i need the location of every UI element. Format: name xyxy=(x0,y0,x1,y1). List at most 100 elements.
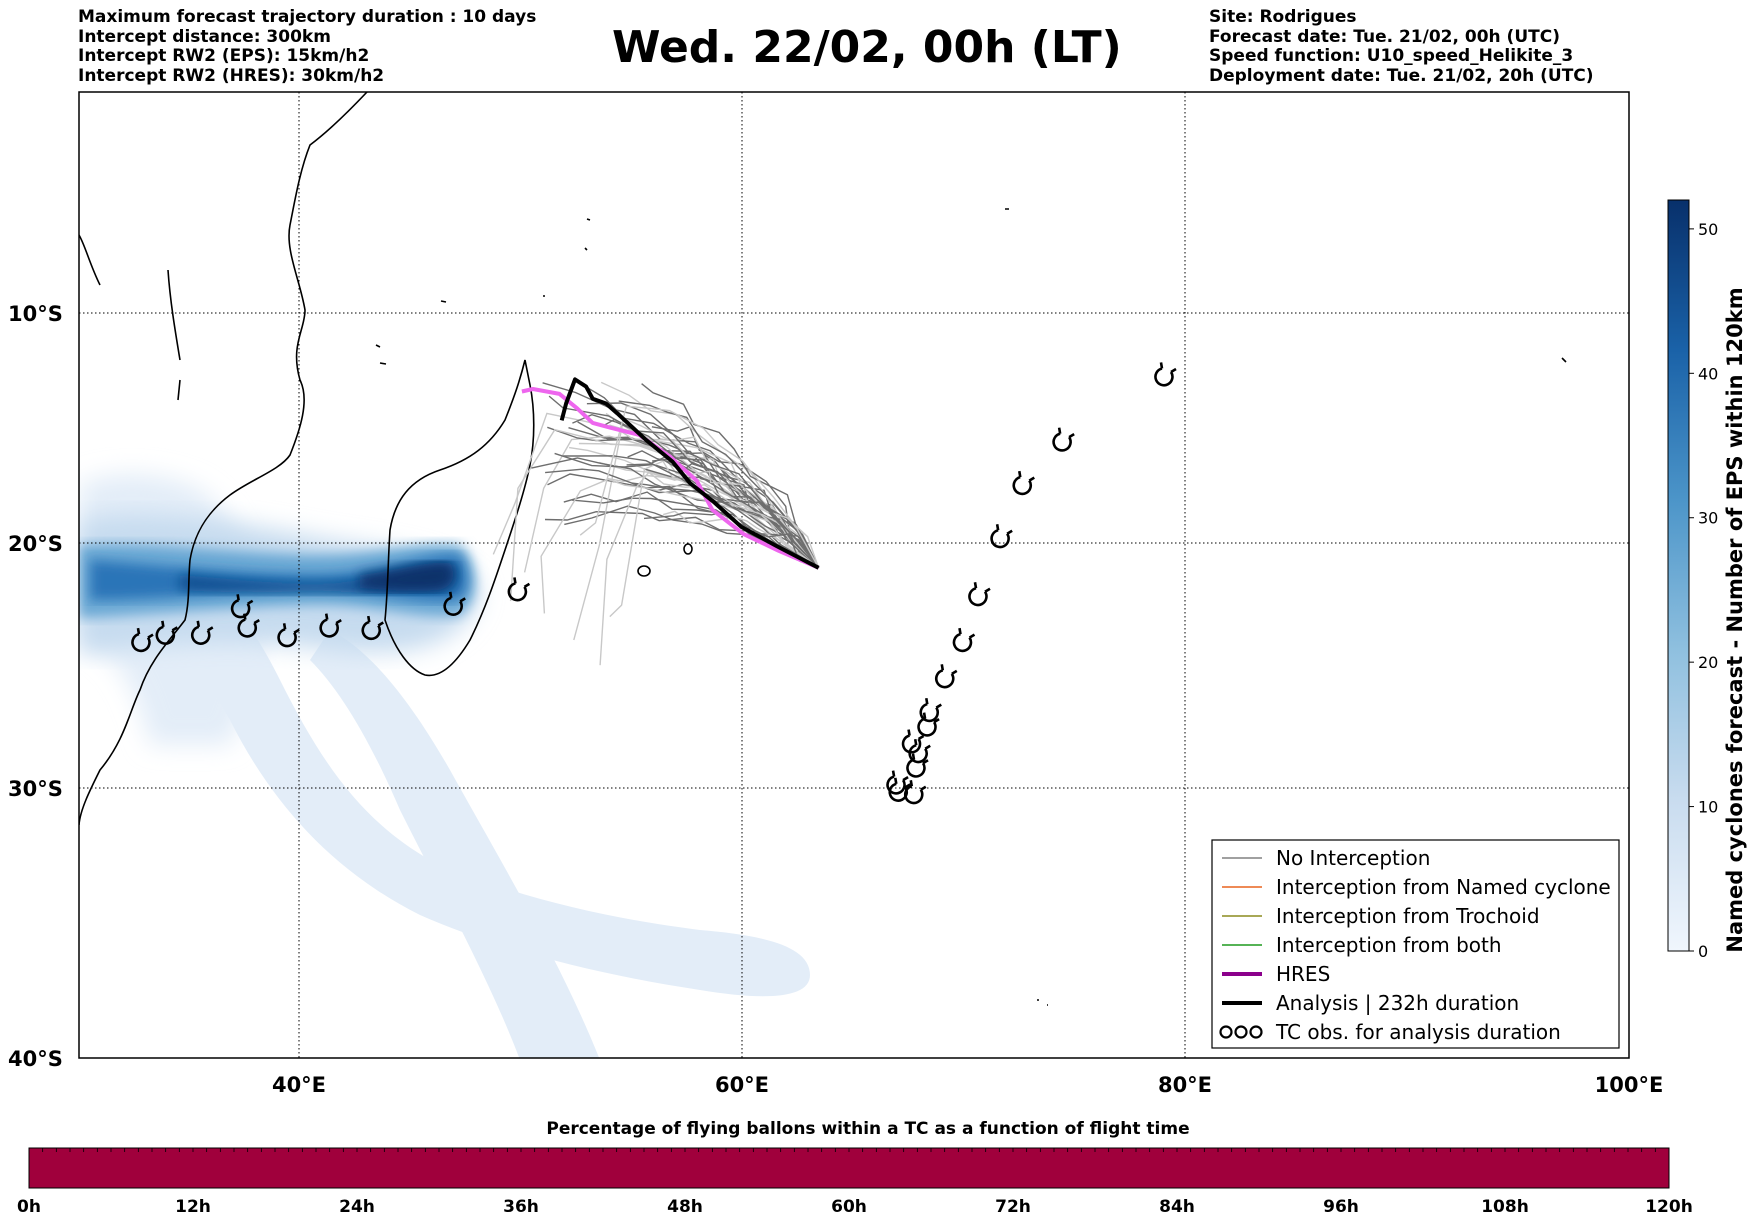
tc-obs-marker xyxy=(1012,470,1035,496)
ensemble-track xyxy=(609,460,820,618)
lon-tick-60e: 60°E xyxy=(715,1073,769,1097)
legend-item: Analysis | 232h duration xyxy=(1222,991,1519,1015)
tc-obs-marker xyxy=(1154,362,1177,387)
tc-obs-marker xyxy=(908,738,931,764)
tc-obs-marker xyxy=(361,615,384,641)
tc-obs-marker xyxy=(952,627,976,653)
small-islands xyxy=(375,208,1567,1006)
mozambique-channel-islands xyxy=(167,269,181,401)
colorbar-tick: 30 xyxy=(1698,509,1718,528)
tc-observations xyxy=(131,362,1177,805)
time-bar-title: Percentage of flying ballons within a TC… xyxy=(546,1119,1189,1139)
header-forecast-date: Forecast date: Tue. 21/02, 00h (UTC) xyxy=(1209,26,1560,47)
header-speed-function: Speed function: U10_speed_Helikite_3 xyxy=(1209,46,1574,66)
reunion-island xyxy=(637,565,651,577)
tc-obs-marker xyxy=(968,582,991,607)
lat-tick-30s: 30°S xyxy=(8,777,63,801)
ensemble-track xyxy=(586,402,820,569)
time-bar-ticks: 0h 12h 24h 36h 48h 60h 72h 84h 96h 108h 120h xyxy=(17,1148,1693,1217)
ensemble-track xyxy=(663,510,820,569)
ensemble-track xyxy=(600,381,820,569)
header-intercept-eps: Intercept RW2 (EPS): 15km/h2 xyxy=(78,46,370,66)
ensemble-track xyxy=(554,452,820,569)
time-bar-tick: 12h xyxy=(175,1197,211,1217)
legend-item: HRES xyxy=(1222,962,1330,986)
map-frame xyxy=(78,91,1630,1059)
time-bar-tick: 84h xyxy=(1159,1197,1195,1217)
legend-label: Interception from Named cyclone xyxy=(1276,875,1611,899)
header-site: Site: Rodrigues xyxy=(1209,7,1357,27)
colorbar-tick: 10 xyxy=(1698,798,1718,817)
legend-item: No Interception xyxy=(1222,846,1430,870)
colorbar-tick: 50 xyxy=(1698,220,1718,239)
legend-item: TC obs. for analysis duration xyxy=(1219,1020,1561,1044)
header-intercept-distance: Intercept distance: 300km xyxy=(78,26,331,47)
ensemble-track xyxy=(540,478,819,614)
header-deployment-date: Deployment date: Tue. 21/02, 20h (UTC) xyxy=(1209,65,1594,86)
lat-tick-20s: 20°S xyxy=(8,532,63,556)
time-bar-tick: 120h xyxy=(1645,1197,1693,1217)
tc-obs-marker xyxy=(934,664,958,689)
tc-obs-marker xyxy=(903,780,927,805)
ensemble-track xyxy=(579,405,820,569)
ensemble-track xyxy=(641,383,820,569)
colorbar-ramp xyxy=(1667,199,1690,952)
madagascar-coastline xyxy=(384,359,535,677)
header-intercept-hres: Intercept RW2 (HRES): 30km/h2 xyxy=(78,65,385,86)
legend-items: No Interception Interception from Named c… xyxy=(1219,846,1611,1044)
tc-obs-marker xyxy=(190,620,214,645)
mauritius-island xyxy=(683,543,693,555)
colorbar-label: Named cyclones forecast - Number of EPS … xyxy=(1723,287,1747,952)
tc-obs-marker xyxy=(319,613,342,638)
tc-obs-marker xyxy=(919,697,942,723)
map-area xyxy=(79,92,1629,1058)
header-duration: Maximum forecast trajectory duration : 1… xyxy=(78,7,537,27)
time-bar-tick: 108h xyxy=(1481,1197,1529,1217)
lat-axis: 10°S 20°S 30°S 40°S xyxy=(8,302,63,1071)
legend-label: No Interception xyxy=(1276,846,1430,870)
header-right: Site: Rodrigues Forecast date: Tue. 21/0… xyxy=(1209,7,1594,86)
lat-tick-40s: 40°S xyxy=(8,1047,63,1071)
ensemble-track xyxy=(542,382,820,569)
africa-coastline xyxy=(79,92,368,826)
lon-tick-40e: 40°E xyxy=(272,1073,326,1097)
tc-obs-marker xyxy=(990,524,1013,549)
legend-label: TC obs. for analysis duration xyxy=(1275,1020,1561,1044)
colorbar-tick: 20 xyxy=(1698,653,1718,672)
tc-obs-marker xyxy=(443,591,466,616)
legend: No Interception Interception from Named c… xyxy=(1211,839,1620,1049)
colorbar-tick: 40 xyxy=(1698,364,1718,383)
tc-obs-marker xyxy=(1052,427,1075,452)
ensemble-track xyxy=(545,468,820,569)
tc-obs-marker xyxy=(901,729,925,754)
page-title: Wed. 22/02, 00h (LT) xyxy=(612,22,1122,73)
tc-obs-marker xyxy=(906,753,929,778)
legend-label: Interception from both xyxy=(1276,933,1502,957)
eps-density-field xyxy=(79,474,810,1058)
legend-item: Interception from Trochoid xyxy=(1222,904,1540,928)
time-bar-fill xyxy=(28,1147,1670,1189)
ensemble-track xyxy=(548,395,820,569)
tc-obs-marker xyxy=(131,627,154,653)
ensemble-trajectories xyxy=(492,381,820,666)
time-bar-tick: 72h xyxy=(995,1197,1031,1217)
legend-label: HRES xyxy=(1276,962,1330,986)
africa-coast-north xyxy=(79,234,101,286)
tc-obs-marker xyxy=(155,620,179,645)
legend-box xyxy=(1211,839,1620,1049)
legend-label: Analysis | 232h duration xyxy=(1276,991,1519,1015)
legend-item: Interception from both xyxy=(1222,933,1502,957)
tc-obs-marker xyxy=(886,770,909,795)
legend-item: Interception from Named cyclone xyxy=(1222,875,1611,899)
time-bar-tick: 96h xyxy=(1323,1197,1359,1217)
time-bar-tick: 0h xyxy=(17,1197,41,1217)
lon-axis: 40°E 60°E 80°E 100°E xyxy=(272,1073,1663,1097)
tc-obs-marker xyxy=(277,623,300,648)
lat-tick-10s: 10°S xyxy=(8,302,63,326)
ensemble-track xyxy=(627,450,820,569)
tc-obs-marker xyxy=(507,577,531,602)
tc-obs-marker xyxy=(230,594,254,619)
colorbar-tick: 0 xyxy=(1698,942,1708,961)
colorbar: 0 10 20 30 40 50 Named cyclones forecast - Nu… xyxy=(1667,199,1747,961)
